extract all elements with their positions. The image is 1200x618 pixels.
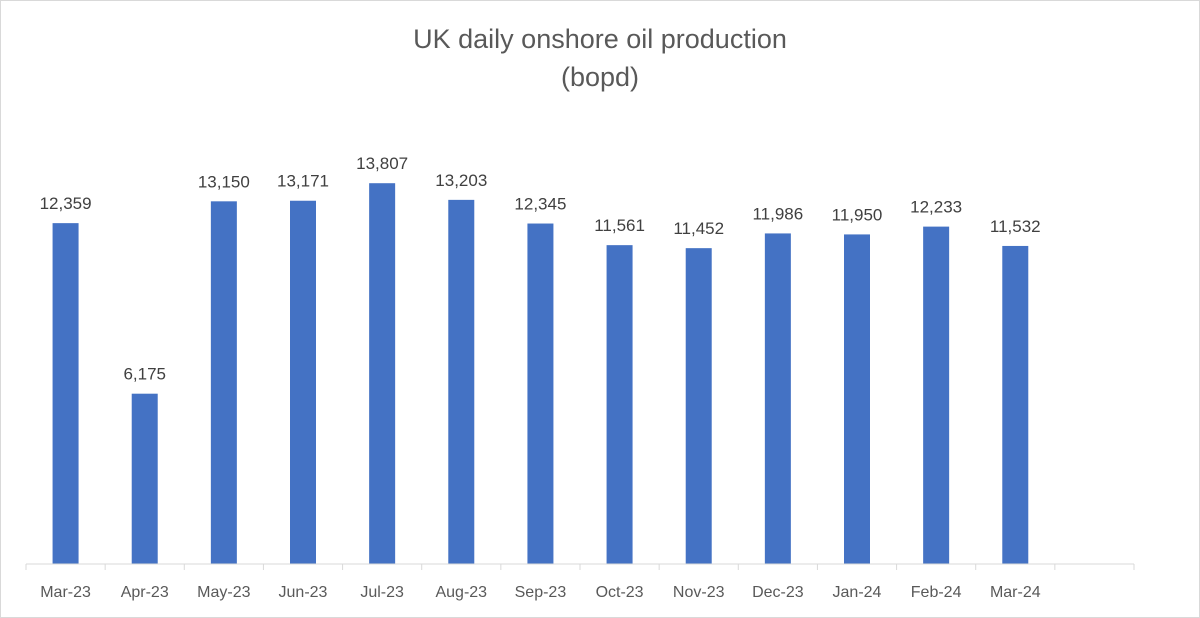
x-tick-label: May-23 bbox=[197, 584, 250, 601]
bar-mar-23 bbox=[52, 223, 79, 564]
x-tick-label: Oct-23 bbox=[596, 584, 644, 601]
x-tick-label-group: Mar-23 Apr-23 May-23 Jun-23 Jul-23 Aug-23 Sep-… bbox=[40, 584, 1040, 601]
data-label: 11,986 bbox=[752, 204, 803, 223]
bar-apr-23 bbox=[131, 393, 158, 564]
data-label: 11,452 bbox=[673, 219, 724, 238]
data-label: 12,345 bbox=[514, 195, 566, 214]
chart-subtitle: (bopd) bbox=[560, 62, 640, 92]
x-tick-label: Nov-23 bbox=[673, 584, 725, 601]
data-label: 11,950 bbox=[832, 205, 883, 224]
bar-sep-23 bbox=[527, 223, 554, 564]
x-tick-label: Aug-23 bbox=[435, 584, 487, 601]
x-tick-label: Jun-23 bbox=[279, 584, 328, 601]
bar-nov-23 bbox=[685, 248, 712, 564]
data-label: 6,175 bbox=[123, 365, 166, 384]
x-tick-label: Mar-23 bbox=[40, 584, 91, 601]
data-label: 11,561 bbox=[594, 216, 645, 235]
bar-dec-23 bbox=[764, 233, 791, 564]
x-axis-ticks bbox=[25, 564, 1135, 570]
x-tick-label: Jul-23 bbox=[360, 584, 404, 601]
bar-feb-24 bbox=[923, 226, 950, 564]
bar-aug-23 bbox=[448, 199, 475, 564]
x-tick-label: Sep-23 bbox=[515, 584, 567, 601]
data-label: 13,171 bbox=[277, 172, 329, 191]
x-tick-label: Jan-24 bbox=[833, 584, 882, 601]
bar-oct-23 bbox=[606, 245, 633, 564]
x-tick-label: Dec-23 bbox=[752, 584, 804, 601]
data-label: 12,359 bbox=[40, 194, 92, 213]
bar-may-23 bbox=[210, 201, 237, 564]
x-tick-label: Apr-23 bbox=[121, 584, 169, 601]
data-label: 12,233 bbox=[910, 198, 962, 217]
x-tick-label: Mar-24 bbox=[990, 584, 1041, 601]
data-label: 13,150 bbox=[198, 172, 250, 191]
chart-title: UK daily onshore oil production bbox=[413, 24, 787, 54]
x-tick-label: Feb-24 bbox=[911, 584, 962, 601]
data-label: 11,532 bbox=[990, 217, 1041, 236]
bar-jun-23 bbox=[290, 200, 316, 564]
bar-mar-24 bbox=[1002, 245, 1029, 564]
bar-group bbox=[52, 183, 1029, 564]
data-label-group: 12,359 6,175 13,150 13,171 13,807 13,203 12,34… bbox=[40, 154, 1041, 383]
bar-jan-24 bbox=[844, 234, 870, 564]
data-label: 13,203 bbox=[435, 171, 487, 190]
bar-jul-23 bbox=[369, 183, 396, 564]
data-label: 13,807 bbox=[356, 154, 408, 173]
